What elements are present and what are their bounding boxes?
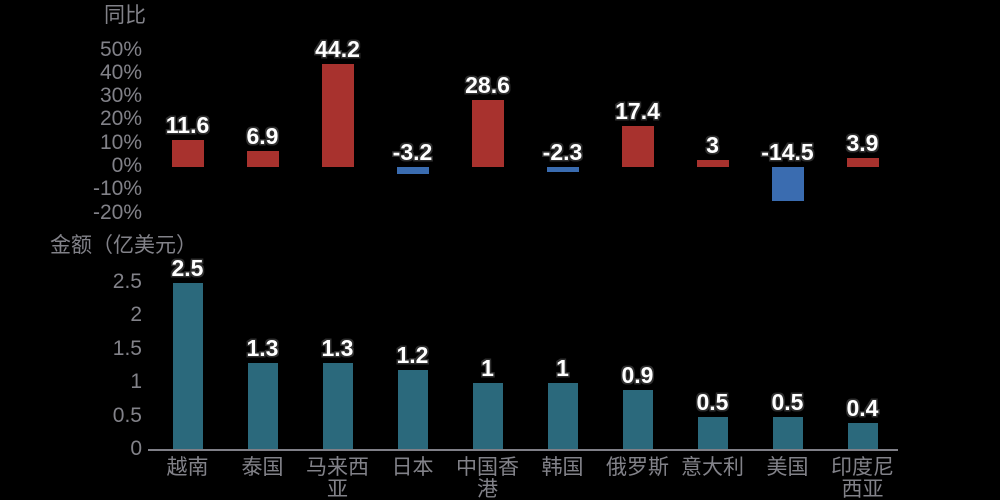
yoy-y-tick-label: 10%: [99, 130, 142, 154]
x-axis-line: [148, 449, 898, 451]
yoy-bar-value-label: -3.2: [392, 139, 433, 165]
amount-y-tick-label: 2: [130, 303, 142, 327]
yoy-y-tick-label: 0%: [111, 154, 142, 177]
yoy-bar: [396, 167, 429, 175]
x-category-label: 意大利: [681, 456, 744, 479]
yoy-y-tick-label: 40%: [99, 60, 142, 84]
yoy-bar-value-label: -14.5: [761, 139, 814, 165]
yoy-bar: [471, 100, 504, 167]
amount-bar: [697, 416, 728, 450]
amount-y-tick-label: 2.5: [112, 270, 142, 293]
yoy-axis-title: 同比: [104, 4, 146, 27]
x-category-label: 日本: [391, 456, 434, 479]
yoy-bar-value-label: 3: [706, 132, 719, 158]
yoy-y-tick-label: -20%: [92, 200, 142, 224]
yoy-bar: [171, 139, 204, 167]
amount-bar-value-label: 0.5: [696, 388, 729, 415]
x-category-label: 中国香港: [456, 456, 519, 500]
amount-bar: [322, 363, 353, 450]
yoy-bar: [621, 126, 654, 167]
x-category-label: 越南: [166, 456, 209, 479]
x-category-label: 马来西亚: [306, 456, 369, 500]
yoy-bar-value-label: 44.2: [315, 36, 360, 62]
amount-bar-value-label: 1: [481, 355, 494, 382]
yoy-bar: [696, 160, 729, 167]
yoy-bar-value-label: -2.3: [542, 139, 583, 165]
amount-y-tick-label: 0.5: [112, 403, 142, 427]
amount-bar: [397, 369, 428, 450]
yoy-y-tick-label: -10%: [92, 177, 142, 201]
x-category-label: 韩国: [541, 456, 584, 479]
amount-bar: [172, 283, 203, 450]
amount-y-tick-label: 0: [130, 437, 142, 460]
amount-bar-value-label: 1.3: [246, 335, 279, 362]
yoy-bar: [771, 167, 804, 201]
yoy-bar-value-label: 17.4: [615, 98, 660, 125]
amount-bar: [847, 423, 878, 450]
amount-bar-value-label: 0.4: [846, 395, 879, 422]
yoy-bar-value-label: 11.6: [165, 111, 210, 138]
amount-y-tick-label: 1.5: [112, 336, 142, 360]
amount-bar-value-label: 1.2: [396, 341, 429, 368]
amount-bar-value-label: 1.3: [321, 335, 354, 362]
amount-bar-value-label: 0.5: [771, 388, 804, 415]
amount-bar: [772, 416, 803, 450]
x-category-label: 泰国: [241, 456, 284, 479]
yoy-bar: [846, 157, 879, 167]
x-category-label: 美国: [766, 456, 809, 479]
yoy-bar-value-label: 6.9: [246, 122, 279, 149]
yoy-bar-value-label: 28.6: [465, 72, 510, 99]
yoy-bar: [246, 150, 279, 167]
amount-bar-value-label: 2.5: [171, 255, 204, 281]
x-category-label: 印度尼西亚: [831, 456, 894, 500]
amount-y-tick-label: 1: [130, 370, 142, 394]
yoy-bar: [546, 167, 579, 173]
amount-axis-title: 金额（亿美元）: [50, 234, 197, 257]
amount-bar: [472, 383, 503, 450]
amount-bar: [622, 389, 653, 450]
yoy-y-tick-label: 30%: [99, 84, 142, 108]
amount-bar-value-label: 0.9: [621, 361, 654, 388]
amount-bar: [547, 383, 578, 450]
amount-bar-value-label: 1: [556, 355, 569, 382]
yoy-y-tick-label: 20%: [99, 107, 142, 131]
yoy-y-tick-label: 50%: [99, 37, 142, 61]
x-category-label: 俄罗斯: [606, 456, 669, 479]
amount-bar: [247, 363, 278, 450]
yoy-bar-value-label: 3.9: [846, 129, 879, 156]
yoy-bar: [321, 64, 354, 167]
